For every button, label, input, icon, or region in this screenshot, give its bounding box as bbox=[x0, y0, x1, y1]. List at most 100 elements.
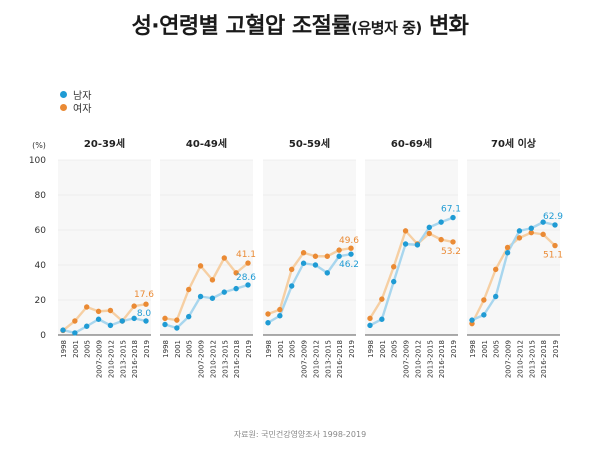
data-point-female bbox=[450, 239, 456, 245]
y-tick-label: 100 bbox=[29, 156, 46, 166]
data-point-male bbox=[95, 316, 102, 322]
data-point-male bbox=[131, 315, 137, 322]
data-label-female: 53.2 bbox=[441, 247, 461, 257]
x-tick-label: 2013-2015 bbox=[528, 340, 536, 378]
x-tick-label: 2019 bbox=[450, 340, 458, 358]
x-tick-label: 2007-2009 bbox=[198, 340, 206, 378]
data-point-male bbox=[245, 282, 251, 288]
title-tail: 변화 bbox=[421, 14, 469, 39]
panel-background bbox=[467, 160, 560, 335]
data-point-female bbox=[186, 286, 192, 293]
data-point-female bbox=[277, 306, 283, 313]
x-tick-label: 2007-2009 bbox=[301, 340, 309, 378]
data-point-male bbox=[84, 323, 90, 329]
data-point-female bbox=[336, 247, 342, 253]
data-point-male bbox=[528, 225, 534, 231]
x-tick-label: 2005 bbox=[391, 340, 399, 358]
title-main: 성·연령별 고혈압 조절률 bbox=[131, 14, 352, 39]
panel-title: 40-49세 bbox=[186, 137, 227, 150]
data-point-male bbox=[450, 214, 456, 221]
data-point-female bbox=[391, 264, 397, 270]
x-tick-label: 2013-2015 bbox=[119, 340, 127, 378]
data-point-female bbox=[367, 315, 373, 322]
x-tick-label: 2013-2015 bbox=[221, 340, 229, 378]
data-point-male bbox=[493, 293, 499, 300]
x-tick-label: 2001 bbox=[72, 340, 80, 358]
x-tick-label: 1998 bbox=[469, 340, 477, 358]
data-point-female bbox=[516, 235, 523, 241]
data-point-male bbox=[221, 289, 227, 295]
series-line-female bbox=[164, 256, 249, 322]
data-point-male bbox=[469, 317, 475, 323]
data-point-male bbox=[402, 241, 409, 247]
x-tick-label: 2007-2009 bbox=[403, 340, 411, 378]
x-tick-label: 1998 bbox=[60, 340, 68, 358]
data-point-male bbox=[119, 318, 125, 324]
data-point-female bbox=[312, 253, 319, 259]
data-point-male bbox=[107, 322, 114, 329]
data-point-female bbox=[131, 303, 137, 309]
data-point-male bbox=[233, 285, 239, 292]
data-label-female: 17.6 bbox=[134, 290, 154, 300]
data-point-female bbox=[504, 244, 511, 251]
title-subtitle: (유병자 중) bbox=[351, 19, 422, 37]
x-tick-label: 2010-2012 bbox=[312, 340, 320, 378]
data-point-female bbox=[348, 245, 354, 251]
data-point-female bbox=[481, 297, 487, 303]
data-label-male: 62.9 bbox=[543, 212, 563, 222]
x-tick-label: 2016-2018 bbox=[540, 340, 548, 378]
panel-title: 60-69세 bbox=[391, 137, 432, 150]
data-point-female bbox=[233, 270, 239, 276]
x-tick-label: 2001 bbox=[481, 340, 489, 358]
data-point-female bbox=[493, 266, 499, 273]
data-point-female bbox=[300, 250, 307, 256]
data-point-female bbox=[438, 236, 444, 243]
data-point-female bbox=[107, 307, 114, 314]
x-tick-label: 2005 bbox=[493, 340, 501, 358]
data-point-male bbox=[324, 270, 330, 276]
data-label-male: 28.6 bbox=[236, 273, 256, 283]
data-point-female bbox=[84, 304, 90, 310]
data-point-female bbox=[162, 315, 168, 322]
data-label-male: 46.2 bbox=[339, 260, 359, 270]
data-point-female bbox=[379, 296, 385, 302]
x-tick-label: 2016-2018 bbox=[438, 340, 446, 378]
legend-item-female: 여자 bbox=[60, 101, 92, 115]
source-note: 자료원: 국민건강영양조사 1998-2019 bbox=[233, 430, 367, 439]
x-tick-label: 1998 bbox=[367, 340, 375, 358]
panel-title: 20-39세 bbox=[84, 137, 125, 150]
legend: 남자 여자 bbox=[60, 88, 92, 115]
panel-title: 70세 이상 bbox=[491, 137, 537, 150]
data-point-female bbox=[402, 228, 409, 234]
data-point-female bbox=[72, 318, 78, 324]
data-point-male bbox=[438, 219, 444, 225]
data-label-female: 41.1 bbox=[236, 250, 256, 260]
x-tick-label: 2016-2018 bbox=[131, 340, 139, 378]
data-point-male bbox=[186, 313, 192, 320]
data-point-male bbox=[348, 251, 354, 257]
data-point-female bbox=[528, 229, 534, 236]
data-point-male bbox=[162, 321, 168, 328]
x-tick-label: 2001 bbox=[277, 340, 285, 358]
legend-label-female: 여자 bbox=[73, 104, 92, 115]
data-point-female bbox=[174, 317, 180, 323]
data-point-male bbox=[516, 228, 523, 234]
data-point-male bbox=[312, 262, 319, 268]
data-point-male bbox=[143, 318, 149, 324]
y-tick-label: 60 bbox=[35, 226, 47, 236]
x-tick-label: 2005 bbox=[84, 340, 92, 358]
x-tick-label: 2019 bbox=[245, 340, 253, 358]
x-tick-label: 2016-2018 bbox=[233, 340, 241, 378]
x-tick-label: 2010-2012 bbox=[414, 340, 422, 378]
data-point-male bbox=[414, 242, 421, 248]
data-point-male bbox=[391, 278, 397, 285]
legend-marker-female bbox=[60, 104, 67, 111]
data-point-male bbox=[72, 330, 78, 336]
legend-marker-male bbox=[60, 91, 67, 98]
legend-item-male: 남자 bbox=[60, 88, 92, 102]
data-point-male bbox=[367, 322, 373, 329]
x-tick-label: 2007-2009 bbox=[96, 340, 104, 378]
legend-label-male: 남자 bbox=[73, 91, 92, 102]
series-line-female bbox=[62, 303, 147, 332]
